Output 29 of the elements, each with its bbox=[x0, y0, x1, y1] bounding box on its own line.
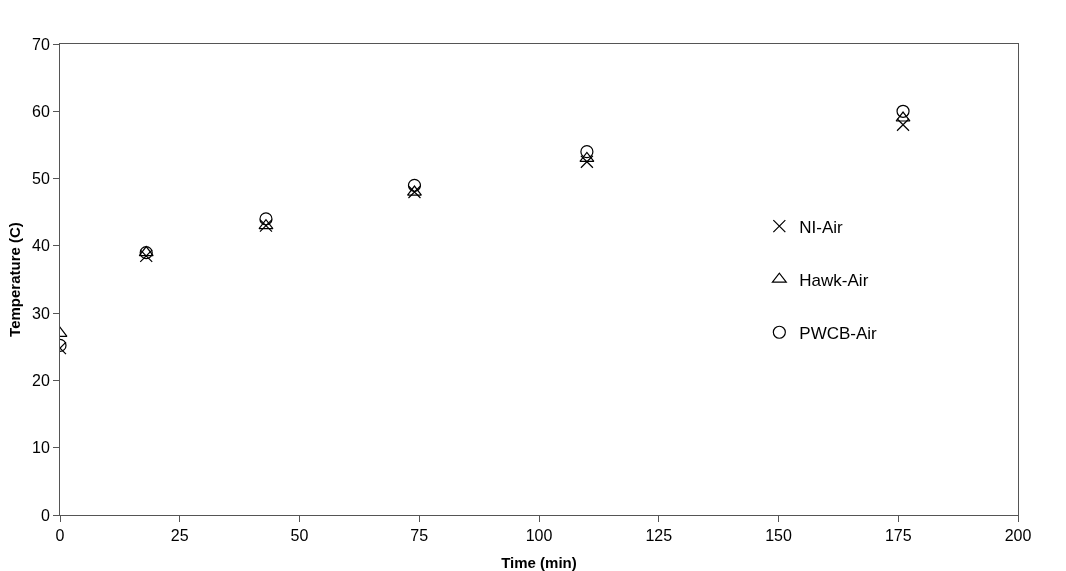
point bbox=[580, 145, 594, 159]
x-tick-label: 100 bbox=[525, 527, 553, 545]
x-tick-label: 25 bbox=[170, 527, 189, 545]
point bbox=[259, 212, 273, 226]
y-tick-label: 60 bbox=[32, 102, 50, 120]
y-tick-label: 30 bbox=[32, 304, 50, 322]
y-tick-label: 20 bbox=[32, 372, 50, 390]
y-tick-label: 40 bbox=[32, 237, 50, 255]
legend-label: PWCB-Air bbox=[799, 323, 878, 343]
x-tick-label: 200 bbox=[1004, 527, 1032, 545]
x-tick-label: 175 bbox=[884, 527, 912, 545]
y-tick-label: 50 bbox=[32, 170, 50, 188]
x-tick-label: 0 bbox=[55, 527, 65, 545]
x-tick-label: 75 bbox=[410, 527, 429, 545]
x-tick-label: 50 bbox=[290, 527, 309, 545]
point bbox=[896, 118, 910, 132]
y-tick-label: 70 bbox=[32, 35, 50, 53]
x-axis-title: Time (min) bbox=[501, 554, 577, 571]
legend-label: NI-Air bbox=[799, 217, 844, 237]
point bbox=[580, 155, 594, 169]
y-axis-title: Temperature (C) bbox=[6, 222, 23, 337]
x-tick-label: 150 bbox=[765, 527, 792, 545]
point bbox=[896, 104, 910, 118]
point bbox=[407, 178, 422, 192]
x-tick-label: 125 bbox=[645, 527, 673, 545]
legend-label: Hawk-Air bbox=[799, 270, 869, 290]
point bbox=[139, 249, 153, 263]
y-tick-label: 0 bbox=[40, 506, 50, 524]
y-tick-label: 10 bbox=[32, 439, 50, 457]
